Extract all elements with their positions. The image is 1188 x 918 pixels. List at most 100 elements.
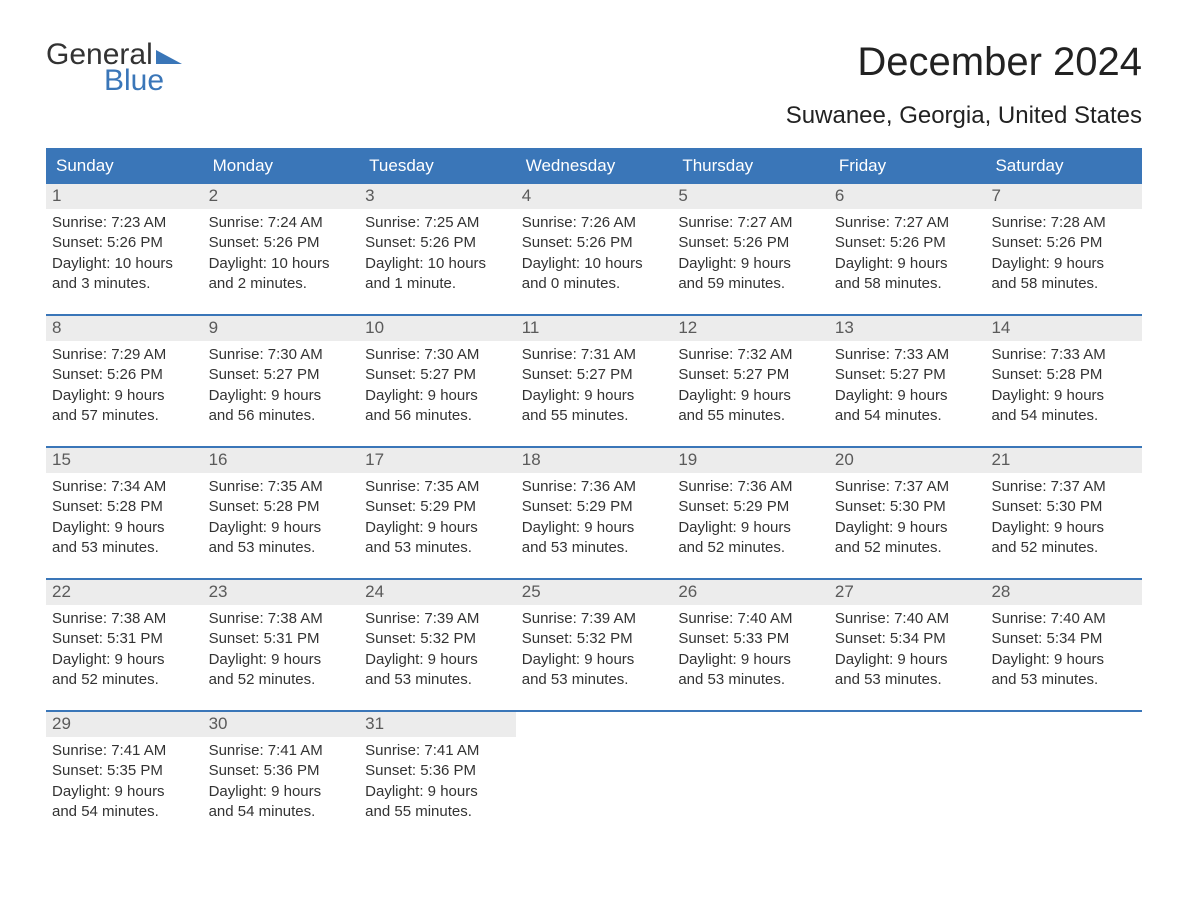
calendar-day: 3Sunrise: 7:25 AMSunset: 5:26 PMDaylight… xyxy=(359,184,516,300)
day-number: 26 xyxy=(672,580,829,605)
calendar-day: 16Sunrise: 7:35 AMSunset: 5:28 PMDayligh… xyxy=(203,448,360,564)
calendar-day xyxy=(672,712,829,828)
day-d1: Daylight: 9 hours xyxy=(991,650,1136,670)
day-sunrise: Sunrise: 7:27 AM xyxy=(678,213,823,233)
day-sunrise: Sunrise: 7:38 AM xyxy=(209,609,354,629)
calendar-day: 11Sunrise: 7:31 AMSunset: 5:27 PMDayligh… xyxy=(516,316,673,432)
day-sunrise: Sunrise: 7:28 AM xyxy=(991,213,1136,233)
calendar-header-row: Sunday Monday Tuesday Wednesday Thursday… xyxy=(46,148,1142,184)
day-d2: and 2 minutes. xyxy=(209,274,354,294)
day-number: 1 xyxy=(46,184,203,209)
day-sunset: Sunset: 5:31 PM xyxy=(52,629,197,649)
day-d1: Daylight: 9 hours xyxy=(522,386,667,406)
day-body: Sunrise: 7:34 AMSunset: 5:28 PMDaylight:… xyxy=(46,473,203,564)
day-sunrise: Sunrise: 7:40 AM xyxy=(991,609,1136,629)
day-sunrise: Sunrise: 7:39 AM xyxy=(365,609,510,629)
day-body: Sunrise: 7:35 AMSunset: 5:28 PMDaylight:… xyxy=(203,473,360,564)
day-sunrise: Sunrise: 7:27 AM xyxy=(835,213,980,233)
day-sunrise: Sunrise: 7:23 AM xyxy=(52,213,197,233)
calendar-day: 27Sunrise: 7:40 AMSunset: 5:34 PMDayligh… xyxy=(829,580,986,696)
day-body: Sunrise: 7:31 AMSunset: 5:27 PMDaylight:… xyxy=(516,341,673,432)
day-body: Sunrise: 7:27 AMSunset: 5:26 PMDaylight:… xyxy=(672,209,829,300)
day-d2: and 54 minutes. xyxy=(52,802,197,822)
day-sunset: Sunset: 5:26 PM xyxy=(835,233,980,253)
day-body: Sunrise: 7:33 AMSunset: 5:28 PMDaylight:… xyxy=(985,341,1142,432)
day-sunrise: Sunrise: 7:37 AM xyxy=(835,477,980,497)
day-body: Sunrise: 7:25 AMSunset: 5:26 PMDaylight:… xyxy=(359,209,516,300)
day-d1: Daylight: 9 hours xyxy=(522,650,667,670)
flag-icon xyxy=(156,40,182,58)
day-sunset: Sunset: 5:26 PM xyxy=(365,233,510,253)
day-sunrise: Sunrise: 7:36 AM xyxy=(678,477,823,497)
day-sunset: Sunset: 5:35 PM xyxy=(52,761,197,781)
calendar-day: 19Sunrise: 7:36 AMSunset: 5:29 PMDayligh… xyxy=(672,448,829,564)
day-sunset: Sunset: 5:34 PM xyxy=(835,629,980,649)
day-d1: Daylight: 10 hours xyxy=(365,254,510,274)
calendar-day: 14Sunrise: 7:33 AMSunset: 5:28 PMDayligh… xyxy=(985,316,1142,432)
day-body: Sunrise: 7:41 AMSunset: 5:35 PMDaylight:… xyxy=(46,737,203,828)
day-d2: and 53 minutes. xyxy=(522,538,667,558)
day-d2: and 55 minutes. xyxy=(365,802,510,822)
day-number: 11 xyxy=(516,316,673,341)
day-number: 17 xyxy=(359,448,516,473)
day-d1: Daylight: 10 hours xyxy=(522,254,667,274)
day-sunset: Sunset: 5:26 PM xyxy=(522,233,667,253)
day-d2: and 52 minutes. xyxy=(678,538,823,558)
day-sunrise: Sunrise: 7:41 AM xyxy=(365,741,510,761)
day-d1: Daylight: 9 hours xyxy=(209,782,354,802)
day-sunset: Sunset: 5:27 PM xyxy=(365,365,510,385)
calendar-day: 22Sunrise: 7:38 AMSunset: 5:31 PMDayligh… xyxy=(46,580,203,696)
calendar-day: 1Sunrise: 7:23 AMSunset: 5:26 PMDaylight… xyxy=(46,184,203,300)
day-sunset: Sunset: 5:27 PM xyxy=(209,365,354,385)
day-d1: Daylight: 9 hours xyxy=(209,386,354,406)
header-row: General Blue December 2024 xyxy=(46,40,1142,96)
day-number: 2 xyxy=(203,184,360,209)
col-tuesday: Tuesday xyxy=(359,148,516,184)
day-number: 25 xyxy=(516,580,673,605)
day-d1: Daylight: 9 hours xyxy=(365,650,510,670)
day-number: 6 xyxy=(829,184,986,209)
calendar-week: 8Sunrise: 7:29 AMSunset: 5:26 PMDaylight… xyxy=(46,314,1142,432)
calendar-day: 2Sunrise: 7:24 AMSunset: 5:26 PMDaylight… xyxy=(203,184,360,300)
day-d2: and 57 minutes. xyxy=(52,406,197,426)
day-d2: and 52 minutes. xyxy=(209,670,354,690)
calendar-day: 4Sunrise: 7:26 AMSunset: 5:26 PMDaylight… xyxy=(516,184,673,300)
day-sunset: Sunset: 5:33 PM xyxy=(678,629,823,649)
day-body: Sunrise: 7:23 AMSunset: 5:26 PMDaylight:… xyxy=(46,209,203,300)
day-body: Sunrise: 7:36 AMSunset: 5:29 PMDaylight:… xyxy=(516,473,673,564)
day-body: Sunrise: 7:37 AMSunset: 5:30 PMDaylight:… xyxy=(829,473,986,564)
day-number: 30 xyxy=(203,712,360,737)
day-number: 8 xyxy=(46,316,203,341)
calendar-day: 28Sunrise: 7:40 AMSunset: 5:34 PMDayligh… xyxy=(985,580,1142,696)
calendar-day: 13Sunrise: 7:33 AMSunset: 5:27 PMDayligh… xyxy=(829,316,986,432)
day-body: Sunrise: 7:26 AMSunset: 5:26 PMDaylight:… xyxy=(516,209,673,300)
calendar-week: 15Sunrise: 7:34 AMSunset: 5:28 PMDayligh… xyxy=(46,446,1142,564)
calendar-day: 23Sunrise: 7:38 AMSunset: 5:31 PMDayligh… xyxy=(203,580,360,696)
day-number: 31 xyxy=(359,712,516,737)
day-number: 29 xyxy=(46,712,203,737)
day-sunset: Sunset: 5:32 PM xyxy=(365,629,510,649)
day-d2: and 58 minutes. xyxy=(991,274,1136,294)
day-d1: Daylight: 9 hours xyxy=(678,386,823,406)
day-sunrise: Sunrise: 7:35 AM xyxy=(209,477,354,497)
day-d1: Daylight: 10 hours xyxy=(209,254,354,274)
location-subtitle: Suwanee, Georgia, United States xyxy=(46,102,1142,130)
day-sunset: Sunset: 5:26 PM xyxy=(209,233,354,253)
day-number: 9 xyxy=(203,316,360,341)
day-sunset: Sunset: 5:26 PM xyxy=(52,365,197,385)
col-saturday: Saturday xyxy=(985,148,1142,184)
calendar-week: 22Sunrise: 7:38 AMSunset: 5:31 PMDayligh… xyxy=(46,578,1142,696)
calendar-day: 25Sunrise: 7:39 AMSunset: 5:32 PMDayligh… xyxy=(516,580,673,696)
day-d2: and 0 minutes. xyxy=(522,274,667,294)
day-d1: Daylight: 9 hours xyxy=(991,386,1136,406)
day-sunset: Sunset: 5:32 PM xyxy=(522,629,667,649)
calendar-week: 29Sunrise: 7:41 AMSunset: 5:35 PMDayligh… xyxy=(46,710,1142,828)
day-number: 21 xyxy=(985,448,1142,473)
calendar-day: 10Sunrise: 7:30 AMSunset: 5:27 PMDayligh… xyxy=(359,316,516,432)
day-body: Sunrise: 7:29 AMSunset: 5:26 PMDaylight:… xyxy=(46,341,203,432)
day-sunset: Sunset: 5:30 PM xyxy=(835,497,980,517)
day-number: 4 xyxy=(516,184,673,209)
day-sunset: Sunset: 5:36 PM xyxy=(365,761,510,781)
day-body: Sunrise: 7:40 AMSunset: 5:33 PMDaylight:… xyxy=(672,605,829,696)
day-d2: and 56 minutes. xyxy=(209,406,354,426)
